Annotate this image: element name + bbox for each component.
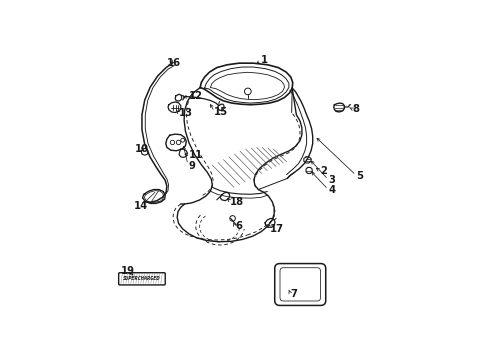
Text: 6: 6 — [235, 221, 242, 231]
Text: 3: 3 — [328, 175, 335, 185]
Text: 19: 19 — [121, 266, 135, 276]
Text: 8: 8 — [352, 104, 359, 114]
Text: 7: 7 — [290, 288, 297, 298]
Text: 10: 10 — [135, 144, 148, 154]
Text: 14: 14 — [133, 201, 148, 211]
Text: 11: 11 — [189, 150, 203, 159]
Text: 18: 18 — [229, 197, 244, 207]
Text: 2: 2 — [320, 166, 326, 176]
Text: 16: 16 — [166, 58, 181, 68]
Text: SUPERCHARGED: SUPERCHARGED — [123, 276, 161, 281]
Text: 15: 15 — [214, 108, 228, 117]
Text: 9: 9 — [188, 161, 195, 171]
Text: 17: 17 — [269, 224, 284, 234]
Text: 13: 13 — [178, 108, 192, 118]
Text: 5: 5 — [356, 171, 363, 181]
Text: 4: 4 — [328, 185, 335, 195]
Text: 1: 1 — [260, 55, 267, 65]
Text: 12: 12 — [189, 91, 203, 102]
